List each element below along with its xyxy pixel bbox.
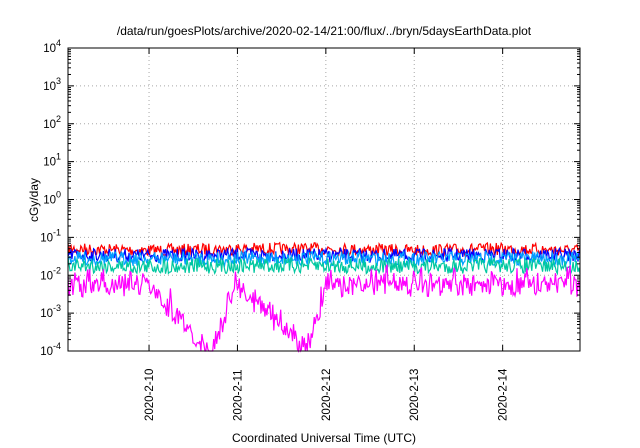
series-layer <box>67 241 581 353</box>
y-tick-label: 100 <box>43 190 61 207</box>
y-axis-label: cGy/day <box>27 178 41 222</box>
y-tick-label: 10-3 <box>40 303 61 320</box>
y-tick-label: 102 <box>43 114 61 131</box>
series-line <box>67 264 581 353</box>
y-tick-label: 10-4 <box>40 341 61 358</box>
axis-ticks: 10-4 10-3 10-2 10-1 100 101 102 103 104 2020-2-10… <box>40 38 580 421</box>
y-tick-label: 103 <box>43 76 61 93</box>
x-tick-label: 2020-2-11 <box>232 369 244 421</box>
series-line <box>67 256 581 276</box>
x-axis-label: Coordinated Universal Time (UTC) <box>232 431 416 445</box>
grid <box>68 48 580 351</box>
x-tick-label: 2020-2-12 <box>321 369 333 421</box>
x-tick-label: 2020-2-10 <box>144 369 156 421</box>
y-tick-label: 10-2 <box>40 265 61 282</box>
y-tick-label: 101 <box>43 152 61 169</box>
x-tick-label: 2020-2-13 <box>409 369 421 421</box>
x-tick-label: 2020-2-14 <box>498 368 510 421</box>
y-tick-label: 10-1 <box>40 227 61 244</box>
y-tick-label: 104 <box>43 38 61 55</box>
chart-title: /data/run/goesPlots/archive/2020-02-14/2… <box>117 24 532 38</box>
